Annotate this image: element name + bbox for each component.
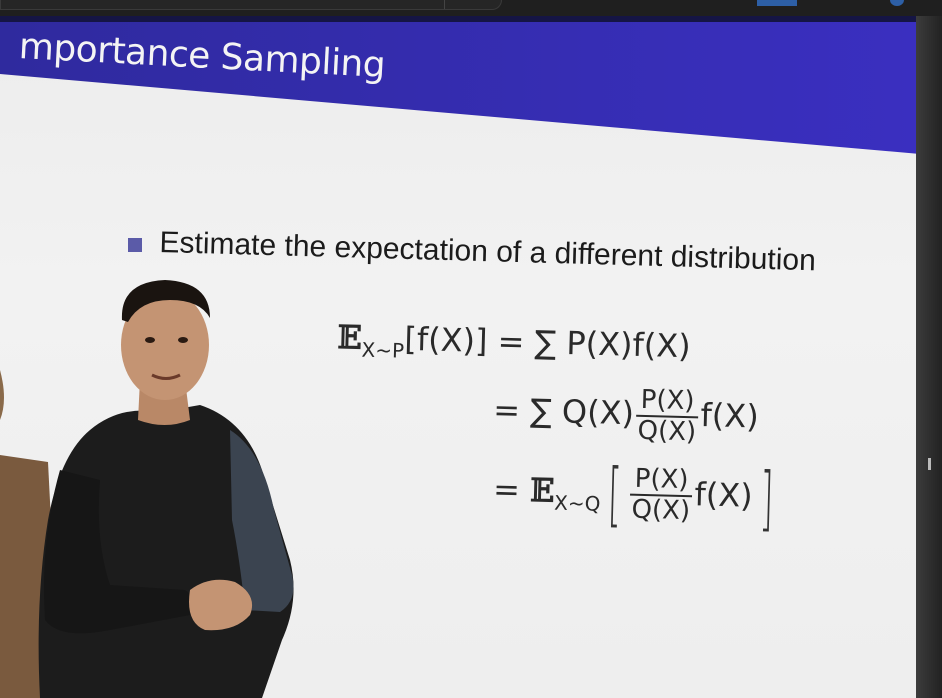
toolbar-accent — [757, 0, 797, 6]
presenter-hair — [121, 280, 210, 322]
presenter-arm-left — [44, 470, 194, 634]
avatar[interactable] — [890, 0, 904, 6]
bullet-square-icon — [128, 238, 142, 252]
presenter-eye-left — [145, 337, 155, 343]
presenter-arm-right — [230, 430, 294, 612]
presenter-eye-right — [178, 337, 188, 343]
slide-header: mportance Sampling — [0, 16, 942, 156]
presenter-face — [121, 290, 209, 400]
edge-marker — [928, 458, 931, 470]
audience-head — [0, 370, 4, 420]
top-bar — [0, 0, 942, 16]
screen-edge — [916, 16, 942, 698]
presenter-hands — [189, 579, 253, 631]
presenter-mouth — [151, 373, 181, 380]
header-band — [0, 16, 942, 154]
tab-divider — [444, 0, 445, 9]
